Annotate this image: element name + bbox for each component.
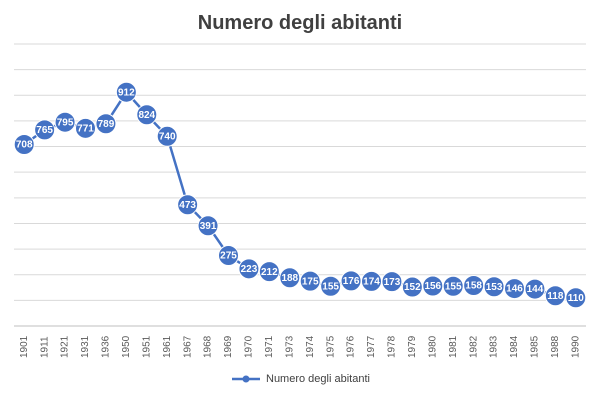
data-label: 174 — [363, 277, 380, 288]
data-label: 152 — [404, 282, 421, 293]
x-tick-label: 1901 — [19, 335, 30, 358]
data-point — [177, 194, 199, 216]
x-tick-label: 1988 — [550, 335, 561, 358]
data-label: 824 — [138, 110, 155, 121]
data-point — [565, 287, 587, 309]
data-label: 175 — [302, 276, 319, 287]
data-point — [483, 276, 505, 298]
x-tick-label: 1931 — [80, 335, 91, 358]
data-label: 473 — [179, 200, 196, 211]
x-tick-label: 1911 — [39, 336, 50, 358]
data-label: 912 — [118, 87, 135, 98]
data-point — [381, 271, 403, 293]
x-tick-label: 1984 — [509, 335, 520, 358]
x-tick-label: 1978 — [387, 335, 398, 358]
data-label: 789 — [98, 119, 115, 130]
x-tick-label: 1983 — [489, 335, 500, 358]
x-tick-label: 1976 — [346, 335, 357, 358]
x-tick-label: 1985 — [530, 335, 541, 358]
x-tick-label: 1921 — [60, 335, 71, 358]
data-point — [463, 274, 485, 296]
data-point — [115, 81, 137, 103]
x-tick-label: 1968 — [203, 335, 214, 358]
data-label: 771 — [77, 123, 94, 134]
data-point — [279, 267, 301, 289]
x-tick-label: 1970 — [244, 335, 255, 358]
x-tick-label: 1967 — [182, 335, 193, 358]
data-point — [544, 285, 566, 307]
legend-label: Numero degli abitanti — [266, 373, 370, 385]
data-point — [238, 258, 260, 280]
data-point — [13, 133, 35, 155]
chart-title: Numero degli abitanti — [197, 12, 403, 34]
x-tick-label: 1950 — [121, 335, 132, 358]
x-tick-label: 1982 — [468, 335, 479, 358]
data-label: 708 — [16, 140, 33, 151]
data-label: 740 — [159, 131, 176, 142]
data-point — [136, 104, 158, 126]
data-point — [75, 117, 96, 139]
data-point — [95, 113, 117, 135]
x-tick-label: 1951 — [141, 335, 152, 358]
data-label: 176 — [343, 276, 360, 287]
data-point — [320, 275, 342, 297]
data-label: 223 — [241, 264, 258, 275]
data-point — [258, 261, 280, 283]
data-label: 173 — [384, 277, 401, 288]
x-tick-label: 1969 — [223, 335, 234, 358]
x-tick-label: 1980 — [427, 335, 438, 358]
data-label: 146 — [506, 284, 523, 295]
data-label: 275 — [220, 251, 237, 262]
data-label: 110 — [568, 293, 585, 304]
data-point — [218, 245, 239, 266]
data-point — [299, 270, 321, 292]
x-tick-label: 1971 — [264, 335, 275, 358]
data-label: 156 — [424, 281, 441, 292]
data-label: 391 — [200, 221, 217, 232]
x-tick-label: 1936 — [101, 335, 112, 358]
data-point — [197, 215, 219, 237]
x-tick-label: 1990 — [570, 335, 581, 358]
data-point — [524, 278, 546, 300]
x-tick-label: 1975 — [325, 335, 336, 358]
data-label: 212 — [261, 267, 278, 278]
data-label: 795 — [57, 117, 74, 128]
data-label: 155 — [445, 281, 462, 292]
x-tick-label: 1974 — [305, 335, 316, 358]
data-point — [156, 125, 178, 147]
data-label: 158 — [465, 281, 482, 292]
x-tick-label: 1979 — [407, 335, 418, 358]
legend-marker — [242, 375, 250, 383]
data-label: 188 — [281, 273, 298, 284]
x-tick-label: 1981 — [448, 335, 459, 358]
data-point — [54, 111, 76, 133]
data-label: 155 — [322, 281, 339, 292]
data-label: 765 — [36, 125, 53, 136]
data-label: 153 — [486, 282, 503, 293]
x-tick-label: 1961 — [162, 335, 173, 358]
x-tick-label: 1977 — [366, 335, 377, 358]
data-label: 144 — [527, 284, 544, 295]
data-label: 118 — [547, 291, 564, 302]
x-tick-label: 1973 — [284, 335, 295, 358]
data-point — [34, 119, 56, 141]
